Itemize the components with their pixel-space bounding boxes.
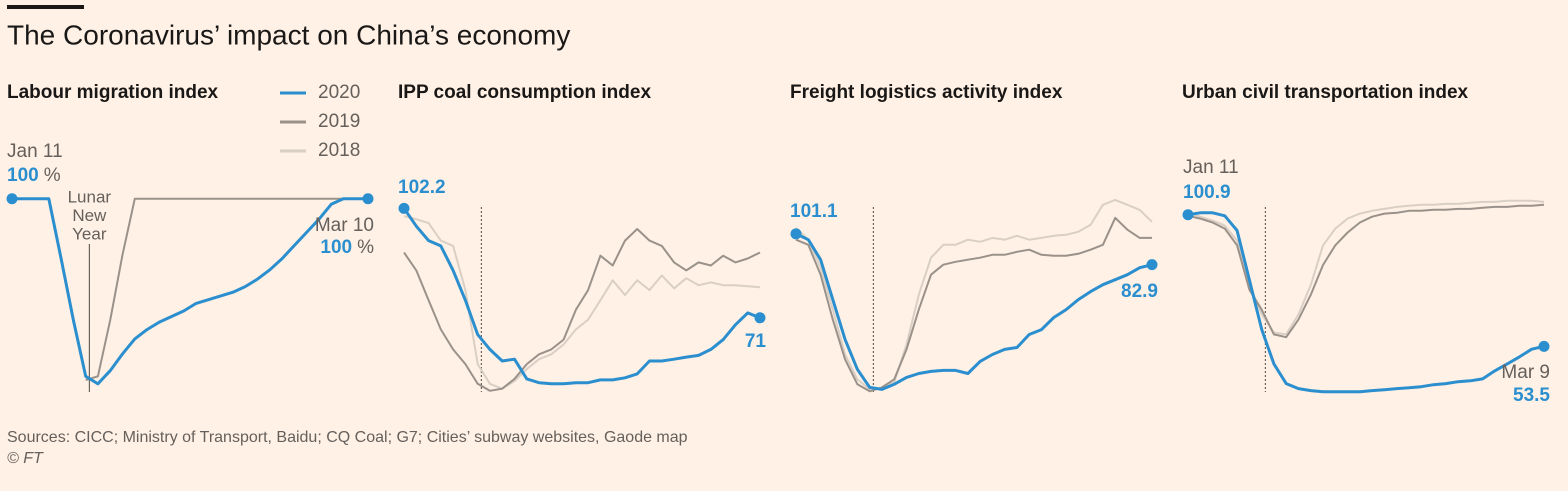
series-line xyxy=(403,228,761,392)
unit-label: % xyxy=(357,237,374,258)
value-label: 71 xyxy=(745,331,767,352)
end-dot xyxy=(754,312,766,324)
value-label: 100 xyxy=(7,165,39,186)
series-line xyxy=(12,197,368,386)
page-title: The Coronavirus’ impact on China’s econo… xyxy=(7,19,570,50)
series-line xyxy=(1187,203,1545,339)
value-label: 100 xyxy=(320,237,352,258)
title-bar xyxy=(7,5,84,9)
end-dot xyxy=(362,193,374,205)
date-label: Jan 11 xyxy=(1183,157,1239,178)
value-label: 101.1 xyxy=(790,201,838,222)
end-dot xyxy=(790,228,802,240)
series-line xyxy=(795,216,1152,393)
value-label: 53.5 xyxy=(1513,385,1550,406)
panel-title: IPP coal consumption index xyxy=(398,82,651,103)
date-label: Jan 11 xyxy=(7,141,63,162)
series-line xyxy=(85,197,368,381)
end-dot xyxy=(1538,340,1550,352)
legend-label: 2018 xyxy=(318,140,360,161)
series-line xyxy=(795,232,1153,391)
end-dot xyxy=(6,193,18,205)
date-label: Mar 9 xyxy=(1501,362,1550,383)
sources: Sources: CICC; Ministry of Transport, Ba… xyxy=(7,429,688,446)
series-line xyxy=(795,198,1153,391)
panel-title: Freight logistics activity index xyxy=(790,82,1063,103)
date-label: Mar 10 xyxy=(315,215,374,236)
panel-title: Labour migration index xyxy=(7,82,219,103)
unit-label: % xyxy=(44,165,61,186)
series-line xyxy=(1187,211,1545,394)
series-line xyxy=(403,215,761,390)
event-label: New xyxy=(72,206,107,225)
end-dot xyxy=(1146,259,1158,271)
legend-label: 2019 xyxy=(318,111,360,132)
value-label: 82.9 xyxy=(1121,281,1158,302)
value-label: 100.9 xyxy=(1183,182,1231,203)
value-label: 102.2 xyxy=(398,177,446,198)
series-line xyxy=(402,207,761,386)
panel-title: Urban civil transportation index xyxy=(1182,82,1469,103)
end-dot xyxy=(398,202,410,214)
series-line xyxy=(1187,199,1545,336)
event-label: Year xyxy=(72,224,107,243)
end-dot xyxy=(1182,209,1194,221)
legend-label: 2020 xyxy=(318,82,360,103)
credit: © FT xyxy=(7,450,44,467)
event-label: Lunar xyxy=(68,187,112,206)
